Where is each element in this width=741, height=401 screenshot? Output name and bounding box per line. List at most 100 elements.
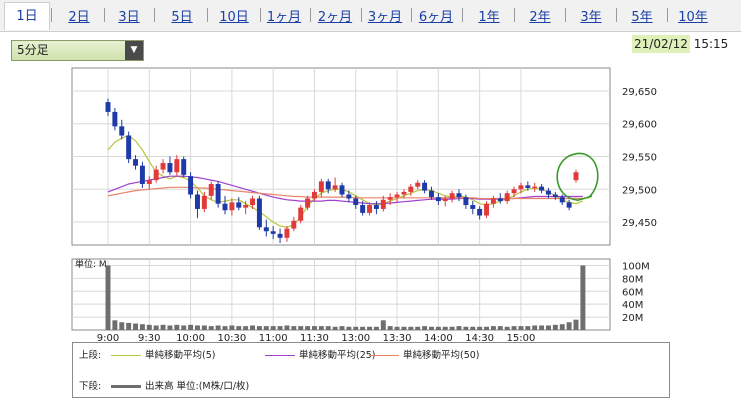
- x-tick-label: 13:00: [341, 333, 370, 342]
- tab-5[interactable]: 10日: [219, 10, 249, 25]
- price-tick-label: 29,650: [622, 87, 657, 98]
- legend-ma50-swatch: [369, 355, 399, 356]
- candle-body: [263, 227, 269, 232]
- candle-body: [559, 197, 565, 203]
- candle-body: [332, 185, 338, 190]
- tab-separator: [310, 8, 311, 22]
- price-tick-label: 29,600: [622, 120, 657, 131]
- volume-bar: [298, 326, 304, 330]
- tab-12[interactable]: 3年: [580, 10, 602, 25]
- tab-13[interactable]: 5年: [631, 10, 653, 25]
- candle-body: [346, 194, 352, 199]
- volume-bar: [380, 320, 386, 330]
- candle-body: [208, 184, 214, 196]
- period-tab-bar: 1日 2日 3日 5日 10日 1ヶ月 2ヶ月 3ヶ月 6ヶ月 1年 2年 3年 5年 10年: [0, 0, 741, 32]
- candle-body: [463, 197, 469, 206]
- volume-bar: [305, 326, 311, 330]
- candle-body: [250, 198, 256, 206]
- volume-bar: [236, 326, 242, 330]
- price-tick-label: 29,550: [622, 153, 657, 164]
- tab-separator: [154, 8, 155, 22]
- tab-10[interactable]: 1年: [478, 10, 500, 25]
- candle-body: [105, 102, 111, 112]
- candle-body: [215, 184, 221, 204]
- legend-ma5-label: 単純移動平均(5): [145, 350, 216, 361]
- volume-bar: [339, 326, 345, 330]
- tab-separator: [514, 8, 515, 22]
- candle-body: [126, 135, 132, 160]
- volume-bar: [256, 326, 262, 330]
- candle-body: [428, 190, 434, 198]
- annotation-circle: [556, 152, 599, 201]
- legend-ma25: 単純移動平均(25): [265, 347, 376, 361]
- volume-bar: [394, 326, 400, 330]
- tab-7[interactable]: 2ヶ月: [317, 10, 353, 25]
- candle-body: [139, 165, 145, 185]
- candle-body: [504, 193, 510, 202]
- candle-body: [119, 126, 125, 136]
- candle-body: [477, 208, 483, 216]
- volume-bar: [167, 325, 173, 330]
- tab-14[interactable]: 10年: [678, 10, 708, 25]
- volume-bar: [387, 326, 393, 330]
- volume-tick-label: 20M: [622, 313, 643, 324]
- volume-bar: [194, 325, 200, 330]
- candle-body: [229, 202, 235, 211]
- price-tick-label: 29,500: [622, 185, 657, 196]
- volume-bar: [545, 325, 551, 330]
- chevron-down-icon[interactable]: ▼: [125, 41, 143, 60]
- x-tick-label: 13:30: [383, 333, 412, 342]
- legend-volume-swatch: [111, 385, 141, 388]
- tab-8[interactable]: 3ヶ月: [367, 10, 403, 25]
- volume-bar: [146, 324, 152, 330]
- legend-lower-label: 下段:: [79, 381, 102, 392]
- tab-2[interactable]: 2日: [68, 10, 90, 25]
- legend-volume-label: 出来高 単位:(M株/口/枚): [145, 381, 250, 392]
- candle-body: [222, 203, 228, 211]
- volume-bar: [263, 326, 269, 330]
- candle-body: [194, 194, 200, 209]
- candle-body: [367, 205, 373, 213]
- candle-body: [408, 186, 414, 192]
- volume-bar: [284, 325, 290, 330]
- candle-body: [442, 198, 448, 202]
- volume-bar: [559, 324, 565, 330]
- x-tick-label: 11:00: [259, 333, 288, 342]
- candle-body: [380, 199, 386, 209]
- tab-4[interactable]: 5日: [171, 10, 193, 25]
- tab-separator: [361, 8, 362, 22]
- volume-bar: [215, 325, 221, 330]
- last-updated: 21/02/12 15:15: [632, 35, 728, 53]
- x-tick-label: 11:30: [300, 333, 329, 342]
- candle-body: [174, 159, 180, 173]
- volume-bar: [539, 325, 545, 330]
- tab-6[interactable]: 1ヶ月: [266, 10, 302, 25]
- tab-3[interactable]: 3日: [118, 10, 140, 25]
- chart-legend: 上段: 単純移動平均(5) 単純移動平均(25) 単純移動平均(50) 下段: …: [72, 342, 670, 398]
- legend-upper-label: 上段:: [79, 350, 102, 361]
- tab-1[interactable]: 1日: [4, 2, 50, 30]
- candle-body: [325, 181, 331, 190]
- volume-bar: [373, 326, 379, 330]
- volume-bar: [353, 326, 359, 330]
- tab-9[interactable]: 6ヶ月: [418, 10, 454, 25]
- candle-body: [311, 191, 317, 199]
- candle-body: [360, 205, 366, 213]
- interval-select[interactable]: 5分足 ▼: [11, 40, 144, 61]
- volume-bar: [133, 323, 139, 330]
- volume-bar: [456, 326, 462, 330]
- volume-bar: [415, 326, 421, 330]
- candle-body: [339, 185, 345, 195]
- candle-body: [401, 191, 407, 195]
- volume-bar: [318, 326, 324, 330]
- tab-separator: [51, 8, 52, 22]
- candle-body: [146, 180, 152, 185]
- tab-11[interactable]: 2年: [529, 10, 551, 25]
- price-volume-chart: 9:00 9:30 10:00 10:30 11:00 11:30 13:00 13:30 14…: [71, 67, 657, 342]
- x-tick-label: 15:00: [507, 333, 536, 342]
- candle-body: [394, 194, 400, 198]
- volume-bar: [497, 326, 503, 330]
- volume-bar: [291, 326, 297, 330]
- candle-body: [497, 198, 503, 202]
- volume-bar: [229, 325, 235, 330]
